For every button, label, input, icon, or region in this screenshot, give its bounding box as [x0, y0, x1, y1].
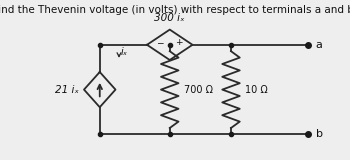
Text: a: a [316, 40, 323, 50]
Text: Find the Thevenin voltage (in volts) with respect to terminals a and b.: Find the Thevenin voltage (in volts) wit… [0, 5, 350, 15]
Text: +: + [175, 38, 182, 47]
Text: −: − [156, 38, 164, 47]
Text: 700 Ω: 700 Ω [184, 85, 213, 95]
Text: 21 iₓ: 21 iₓ [55, 85, 79, 95]
Text: 10 Ω: 10 Ω [245, 85, 268, 95]
Text: iₓ: iₓ [121, 47, 128, 57]
Text: 300 iₓ: 300 iₓ [154, 13, 185, 23]
Text: b: b [316, 129, 323, 139]
